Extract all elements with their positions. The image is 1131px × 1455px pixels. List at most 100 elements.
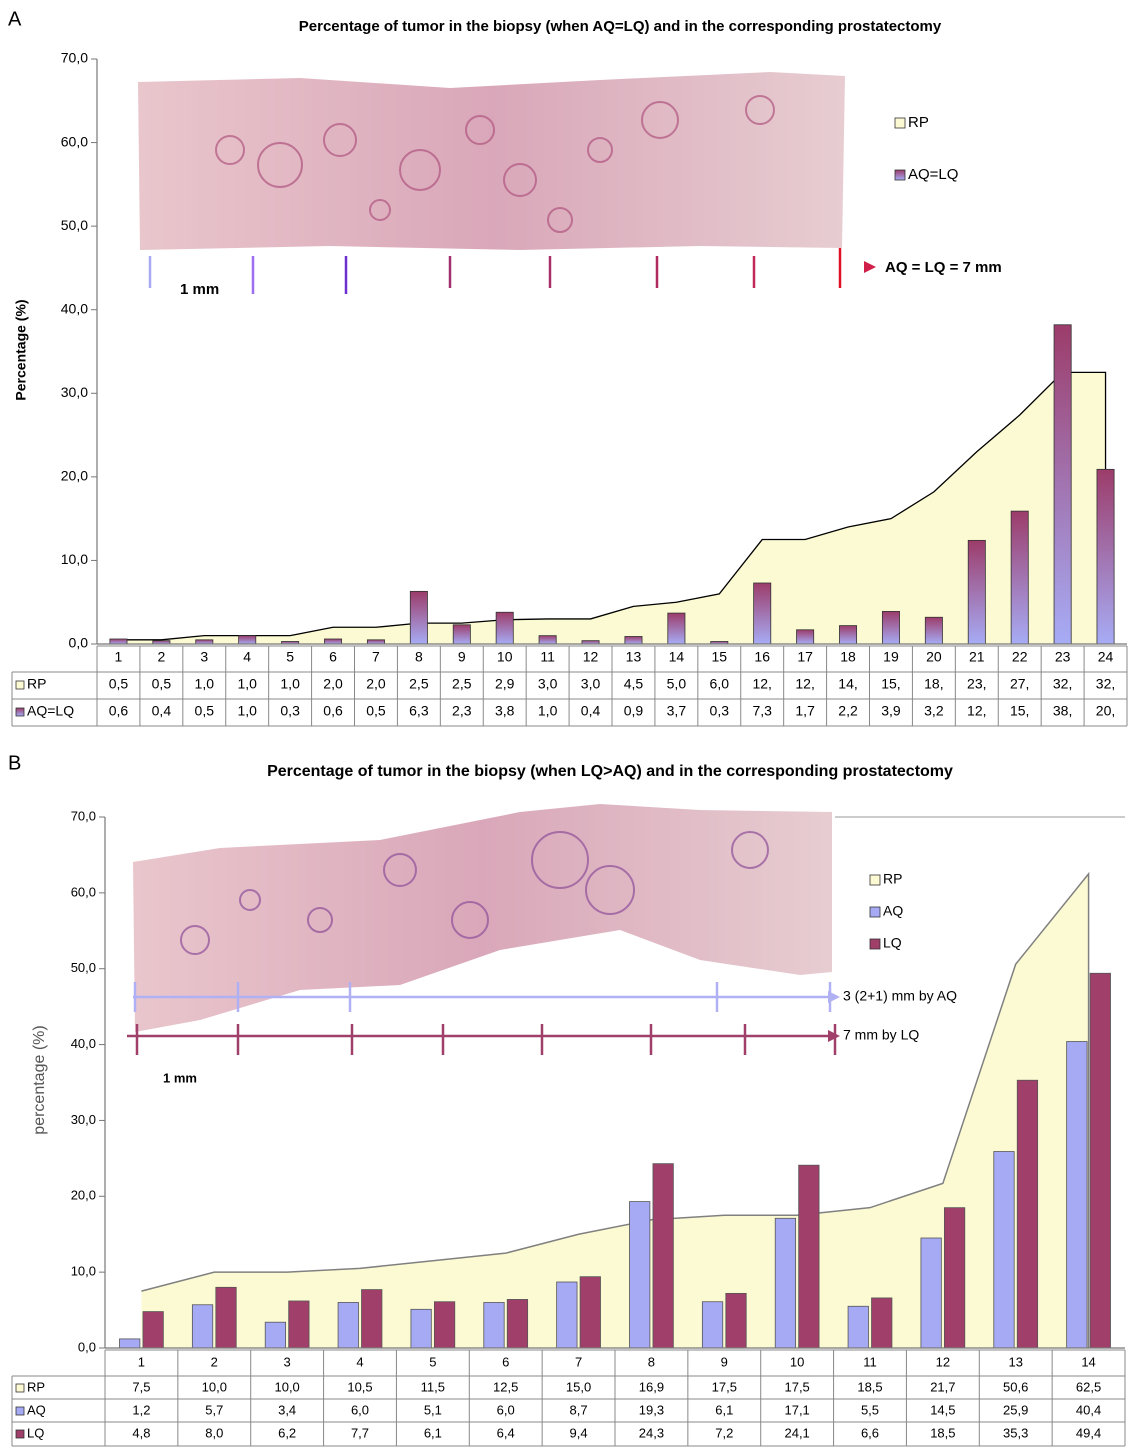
data-label: 14,5 bbox=[930, 1402, 955, 1417]
x-tick-label: 8 bbox=[648, 1354, 655, 1369]
data-label: 35,3 bbox=[1003, 1425, 1028, 1440]
bar bbox=[1090, 973, 1110, 1348]
data-label: 15, bbox=[881, 676, 900, 692]
annotation: 3 (2+1) mm by AQ bbox=[843, 988, 957, 1004]
table-row-label: RP bbox=[27, 676, 46, 692]
x-tick-label: 11 bbox=[863, 1354, 877, 1369]
data-label: 6,1 bbox=[715, 1402, 733, 1417]
y-tick-label: 10,0 bbox=[71, 1264, 96, 1279]
data-label: 3,9 bbox=[881, 703, 901, 719]
data-label: 8,0 bbox=[205, 1425, 223, 1440]
legend-swatch bbox=[895, 118, 905, 128]
data-label: 5,1 bbox=[424, 1402, 442, 1417]
data-label: 17,1 bbox=[784, 1402, 809, 1417]
annotation: AQ = LQ = 7 mm bbox=[885, 259, 1002, 276]
data-label: 9,4 bbox=[570, 1425, 588, 1440]
bar bbox=[921, 1238, 941, 1348]
data-label: 62,5 bbox=[1076, 1379, 1101, 1394]
bar bbox=[265, 1322, 285, 1348]
legend-swatch bbox=[895, 170, 905, 180]
bar bbox=[496, 612, 513, 644]
data-label: 6,2 bbox=[278, 1425, 296, 1440]
data-label: 0,6 bbox=[109, 703, 129, 719]
table-row-label: AQ bbox=[27, 1402, 46, 1417]
data-label: 14, bbox=[838, 676, 857, 692]
bar bbox=[338, 1302, 358, 1348]
panel-label: A bbox=[8, 8, 22, 30]
data-label: 17,5 bbox=[712, 1379, 737, 1394]
data-label: 0,6 bbox=[323, 703, 343, 719]
bar bbox=[726, 1293, 746, 1348]
data-label: 7,2 bbox=[715, 1425, 733, 1440]
bar bbox=[143, 1312, 163, 1348]
data-label: 18,5 bbox=[930, 1425, 955, 1440]
x-tick-label: 17 bbox=[797, 649, 813, 665]
data-label: 0,4 bbox=[152, 703, 172, 719]
data-label: 5,5 bbox=[861, 1402, 879, 1417]
bar bbox=[848, 1306, 868, 1348]
x-tick-label: 2 bbox=[211, 1354, 218, 1369]
data-label: 27, bbox=[1010, 676, 1029, 692]
table-legend-swatch bbox=[16, 1407, 24, 1415]
data-label: 3,0 bbox=[581, 676, 601, 692]
data-label: 5,0 bbox=[667, 676, 687, 692]
data-label: 6,3 bbox=[409, 703, 429, 719]
bar bbox=[968, 540, 985, 644]
bar bbox=[119, 1339, 139, 1348]
table-legend-swatch bbox=[16, 681, 24, 689]
x-tick-label: 24 bbox=[1098, 649, 1114, 665]
x-tick-label: 8 bbox=[415, 649, 423, 665]
data-label: 4,8 bbox=[132, 1425, 150, 1440]
data-label: 1,0 bbox=[237, 676, 257, 692]
table-legend-swatch bbox=[16, 708, 24, 716]
data-label: 17,5 bbox=[784, 1379, 809, 1394]
data-label: 6,1 bbox=[424, 1425, 442, 1440]
data-label: 1,0 bbox=[237, 703, 257, 719]
data-label: 15,0 bbox=[566, 1379, 591, 1394]
table-row-label: RP bbox=[27, 1379, 45, 1394]
figure: APercentage of tumor in the biopsy (when… bbox=[0, 0, 1131, 1455]
bar bbox=[484, 1302, 504, 1348]
bar bbox=[434, 1302, 454, 1348]
bar bbox=[944, 1208, 964, 1348]
bar bbox=[289, 1301, 309, 1348]
legend-swatch bbox=[870, 939, 880, 949]
data-label: 1,7 bbox=[795, 703, 815, 719]
x-tick-label: 12 bbox=[936, 1354, 950, 1369]
legend-label: AQ=LQ bbox=[908, 166, 958, 183]
x-tick-label: 14 bbox=[669, 649, 685, 665]
y-tick-label: 30,0 bbox=[61, 384, 88, 400]
x-tick-label: 3 bbox=[200, 649, 208, 665]
bar bbox=[239, 636, 256, 644]
data-label: 50,6 bbox=[1003, 1379, 1028, 1394]
x-tick-label: 2 bbox=[157, 649, 165, 665]
data-label: 10,0 bbox=[202, 1379, 227, 1394]
data-label: 12, bbox=[967, 703, 986, 719]
x-tick-label: 3 bbox=[284, 1354, 291, 1369]
x-tick-label: 13 bbox=[1008, 1354, 1022, 1369]
data-label: 18,5 bbox=[857, 1379, 882, 1394]
x-tick-label: 7 bbox=[372, 649, 380, 665]
y-tick-label: 60,0 bbox=[71, 884, 96, 899]
area-fill bbox=[118, 372, 1105, 644]
data-label: 16,9 bbox=[639, 1379, 664, 1394]
data-label: 0,5 bbox=[152, 676, 172, 692]
x-tick-label: 1 bbox=[138, 1354, 145, 1369]
bar bbox=[507, 1299, 527, 1348]
data-label: 2,3 bbox=[452, 703, 472, 719]
data-label: 3,0 bbox=[538, 676, 558, 692]
data-label: 3,8 bbox=[495, 703, 515, 719]
data-label: 18, bbox=[924, 676, 943, 692]
bar bbox=[196, 640, 213, 644]
data-label: 0,3 bbox=[280, 703, 300, 719]
y-tick-label: 0,0 bbox=[78, 1339, 96, 1354]
y-tick-label: 30,0 bbox=[71, 1112, 96, 1127]
data-label: 1,2 bbox=[132, 1402, 150, 1417]
table-legend-swatch bbox=[16, 1430, 24, 1438]
x-tick-label: 7 bbox=[575, 1354, 582, 1369]
bar bbox=[872, 1298, 892, 1348]
bar bbox=[1054, 325, 1071, 644]
bar bbox=[410, 591, 427, 644]
data-label: 2,9 bbox=[495, 676, 515, 692]
bar bbox=[557, 1282, 577, 1348]
